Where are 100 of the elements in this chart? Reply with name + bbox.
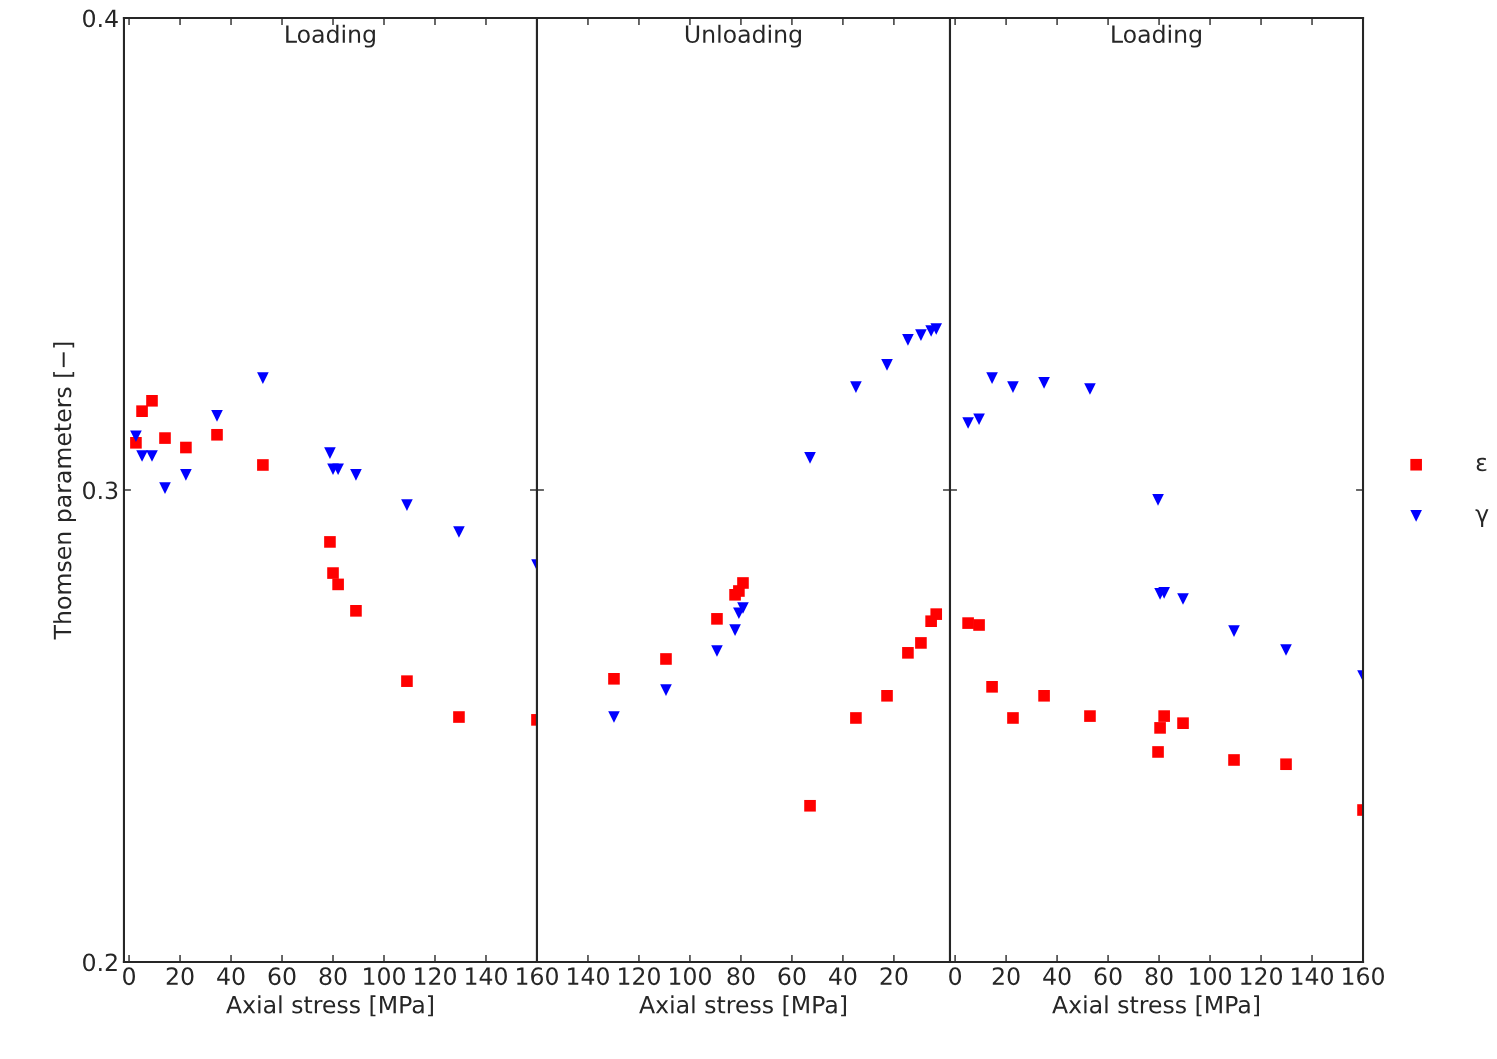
point (211, 410, 223, 422)
legend-label: γ (1475, 509, 1489, 528)
point (608, 711, 620, 723)
point (1154, 722, 1166, 734)
point (136, 405, 148, 417)
x-tick-label: 60 (268, 967, 296, 986)
point (180, 469, 192, 481)
x-tick-label: 60 (778, 967, 806, 986)
point (1152, 746, 1164, 758)
x-tick-label: 80 (319, 967, 347, 986)
point (257, 372, 269, 384)
point (930, 323, 943, 335)
point (962, 417, 974, 429)
point (130, 430, 142, 442)
point (1158, 710, 1170, 722)
point (327, 567, 339, 579)
x-tick-label: 20 (992, 967, 1020, 986)
y-axis-title: Thomsen parameters [−] (53, 342, 76, 640)
point (737, 577, 749, 589)
x-tick-label: 120 (619, 967, 660, 986)
point (324, 536, 336, 548)
point (711, 645, 723, 657)
x-tick-label: 120 (1241, 967, 1282, 986)
x-axis-title: Axial stress [MPa] (1052, 995, 1259, 1017)
point (453, 526, 465, 538)
point (902, 647, 914, 659)
point (1152, 494, 1164, 506)
point (1280, 644, 1292, 656)
point (1280, 758, 1292, 771)
point (737, 602, 749, 614)
point (1228, 754, 1240, 766)
point (850, 712, 862, 724)
point (130, 436, 142, 449)
point (881, 689, 893, 702)
point (332, 463, 344, 476)
point (850, 381, 862, 393)
point (986, 681, 998, 693)
x-tick-label: 40 (217, 967, 245, 986)
x-tick-label: 100 (364, 967, 405, 986)
point (180, 441, 192, 454)
point (915, 637, 927, 649)
point (902, 334, 914, 346)
point (1038, 689, 1050, 702)
point (350, 469, 362, 481)
point (711, 613, 723, 625)
y-tick-label: 0.4 (83, 9, 118, 28)
point (1177, 717, 1189, 729)
point (146, 394, 158, 407)
point (1084, 710, 1096, 722)
chart-title: Loading (1112, 24, 1201, 48)
point (324, 447, 336, 459)
point (1158, 587, 1170, 599)
x-axis-title: Axial stress [MPa] (226, 995, 433, 1017)
point (1084, 383, 1096, 395)
x-tick-label: 160 (517, 967, 558, 986)
point (159, 482, 171, 494)
x-tick-label: 80 (727, 967, 755, 986)
point (257, 459, 269, 471)
x-tick-label: 40 (1043, 967, 1071, 986)
y-tick-label: 0.2 (83, 953, 117, 972)
x-tick-label: 20 (880, 967, 908, 986)
x-axis-title: Axial stress [MPa] (639, 995, 846, 1017)
chart-title: Unloading (685, 24, 801, 48)
chart-title: Loading (286, 24, 375, 48)
point (136, 450, 148, 462)
x-tick-label: 100 (1190, 967, 1232, 986)
point (1007, 381, 1019, 393)
point (401, 499, 413, 511)
x-tick-label: 0 (123, 967, 135, 986)
point (986, 372, 998, 384)
point (962, 617, 974, 629)
point (915, 329, 927, 341)
point (159, 432, 171, 444)
point (146, 450, 158, 462)
point (660, 653, 672, 665)
x-tick-label: 0 (949, 967, 962, 986)
point (608, 672, 620, 685)
x-tick-label: 140 (466, 967, 507, 986)
point (1177, 593, 1189, 605)
point (1007, 712, 1019, 724)
x-tick-label: 60 (1094, 967, 1122, 986)
point (401, 675, 413, 687)
point (1228, 625, 1240, 637)
point (1038, 377, 1050, 389)
x-tick-label: 160 (1343, 967, 1384, 986)
point (660, 684, 672, 696)
point (930, 608, 943, 620)
point (332, 578, 344, 591)
point (973, 413, 985, 426)
y-tick-label: 0.3 (83, 481, 118, 500)
legend-label: ε (1476, 457, 1487, 472)
point (973, 619, 985, 631)
point (804, 452, 816, 464)
point (453, 711, 465, 723)
point (350, 605, 362, 617)
point (729, 624, 741, 636)
x-tick-label: 140 (568, 967, 609, 986)
x-tick-label: 40 (829, 967, 857, 986)
point (211, 428, 223, 441)
x-tick-label: 80 (1145, 967, 1173, 986)
